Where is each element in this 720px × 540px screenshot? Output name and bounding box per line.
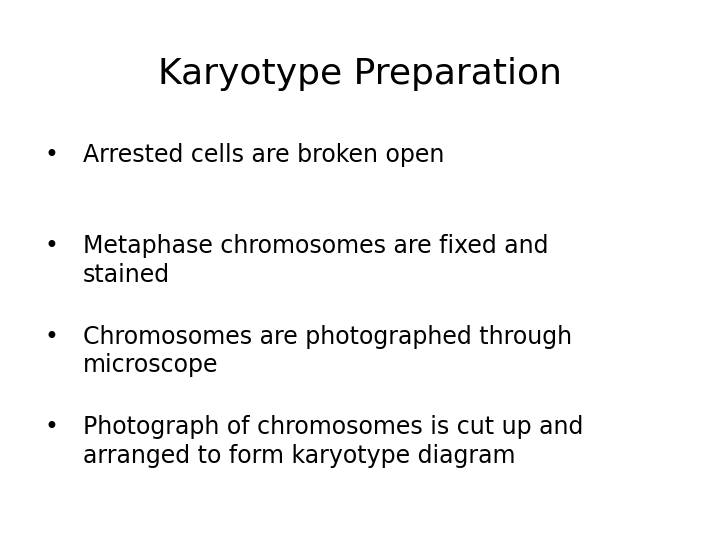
Text: Photograph of chromosomes is cut up and
arranged to form karyotype diagram: Photograph of chromosomes is cut up and … (83, 415, 583, 468)
Text: Arrested cells are broken open: Arrested cells are broken open (83, 143, 444, 167)
Text: •: • (45, 234, 59, 258)
Text: •: • (45, 325, 59, 348)
Text: •: • (45, 415, 59, 439)
Text: Karyotype Preparation: Karyotype Preparation (158, 57, 562, 91)
Text: Chromosomes are photographed through
microscope: Chromosomes are photographed through mic… (83, 325, 572, 377)
Text: Metaphase chromosomes are fixed and
stained: Metaphase chromosomes are fixed and stai… (83, 234, 549, 287)
Text: •: • (45, 143, 59, 167)
